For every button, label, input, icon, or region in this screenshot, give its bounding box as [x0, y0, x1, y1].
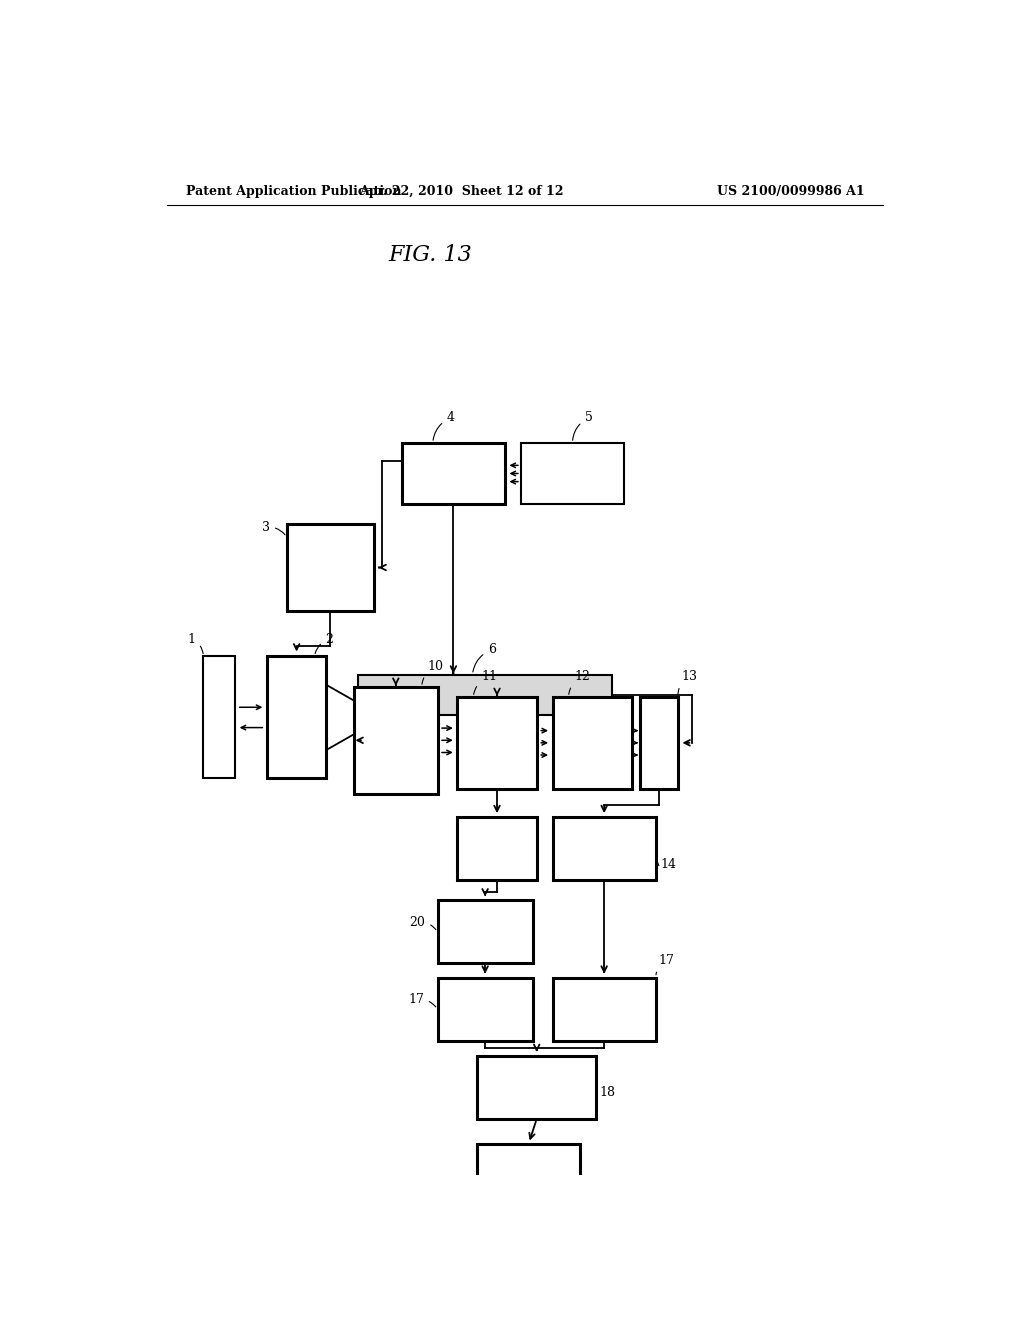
- Bar: [458, 817, 537, 880]
- Text: FIG. 13: FIG. 13: [388, 244, 472, 265]
- Bar: [437, 900, 532, 964]
- Bar: [553, 817, 655, 880]
- Text: 5: 5: [572, 412, 593, 441]
- Bar: [477, 1144, 581, 1200]
- Text: US 2100/0099986 A1: US 2100/0099986 A1: [717, 185, 864, 198]
- Text: 20: 20: [410, 916, 436, 929]
- Bar: [354, 686, 437, 793]
- Text: 12: 12: [568, 671, 591, 694]
- Bar: [204, 656, 236, 779]
- Bar: [458, 697, 537, 788]
- Text: 17: 17: [656, 954, 675, 975]
- Bar: [267, 656, 327, 779]
- Bar: [477, 1056, 596, 1119]
- Bar: [437, 978, 532, 1040]
- Text: 17: 17: [408, 993, 436, 1007]
- Text: 18: 18: [596, 1085, 615, 1106]
- Bar: [521, 444, 624, 504]
- Bar: [358, 675, 612, 715]
- Text: Patent Application Publication: Patent Application Publication: [186, 185, 401, 198]
- Bar: [287, 524, 374, 611]
- Text: 2: 2: [315, 632, 333, 653]
- Bar: [401, 444, 505, 504]
- Bar: [640, 697, 678, 788]
- Bar: [553, 697, 632, 788]
- Text: 10: 10: [422, 660, 443, 684]
- Text: 14: 14: [660, 858, 677, 871]
- Text: 1: 1: [187, 632, 203, 653]
- Bar: [553, 978, 655, 1040]
- Text: 6: 6: [473, 643, 496, 672]
- Text: 4: 4: [433, 412, 455, 441]
- Text: 3: 3: [262, 521, 285, 535]
- Text: 13: 13: [678, 671, 697, 694]
- Text: 11: 11: [474, 671, 497, 694]
- Text: Apr. 22, 2010  Sheet 12 of 12: Apr. 22, 2010 Sheet 12 of 12: [359, 185, 563, 198]
